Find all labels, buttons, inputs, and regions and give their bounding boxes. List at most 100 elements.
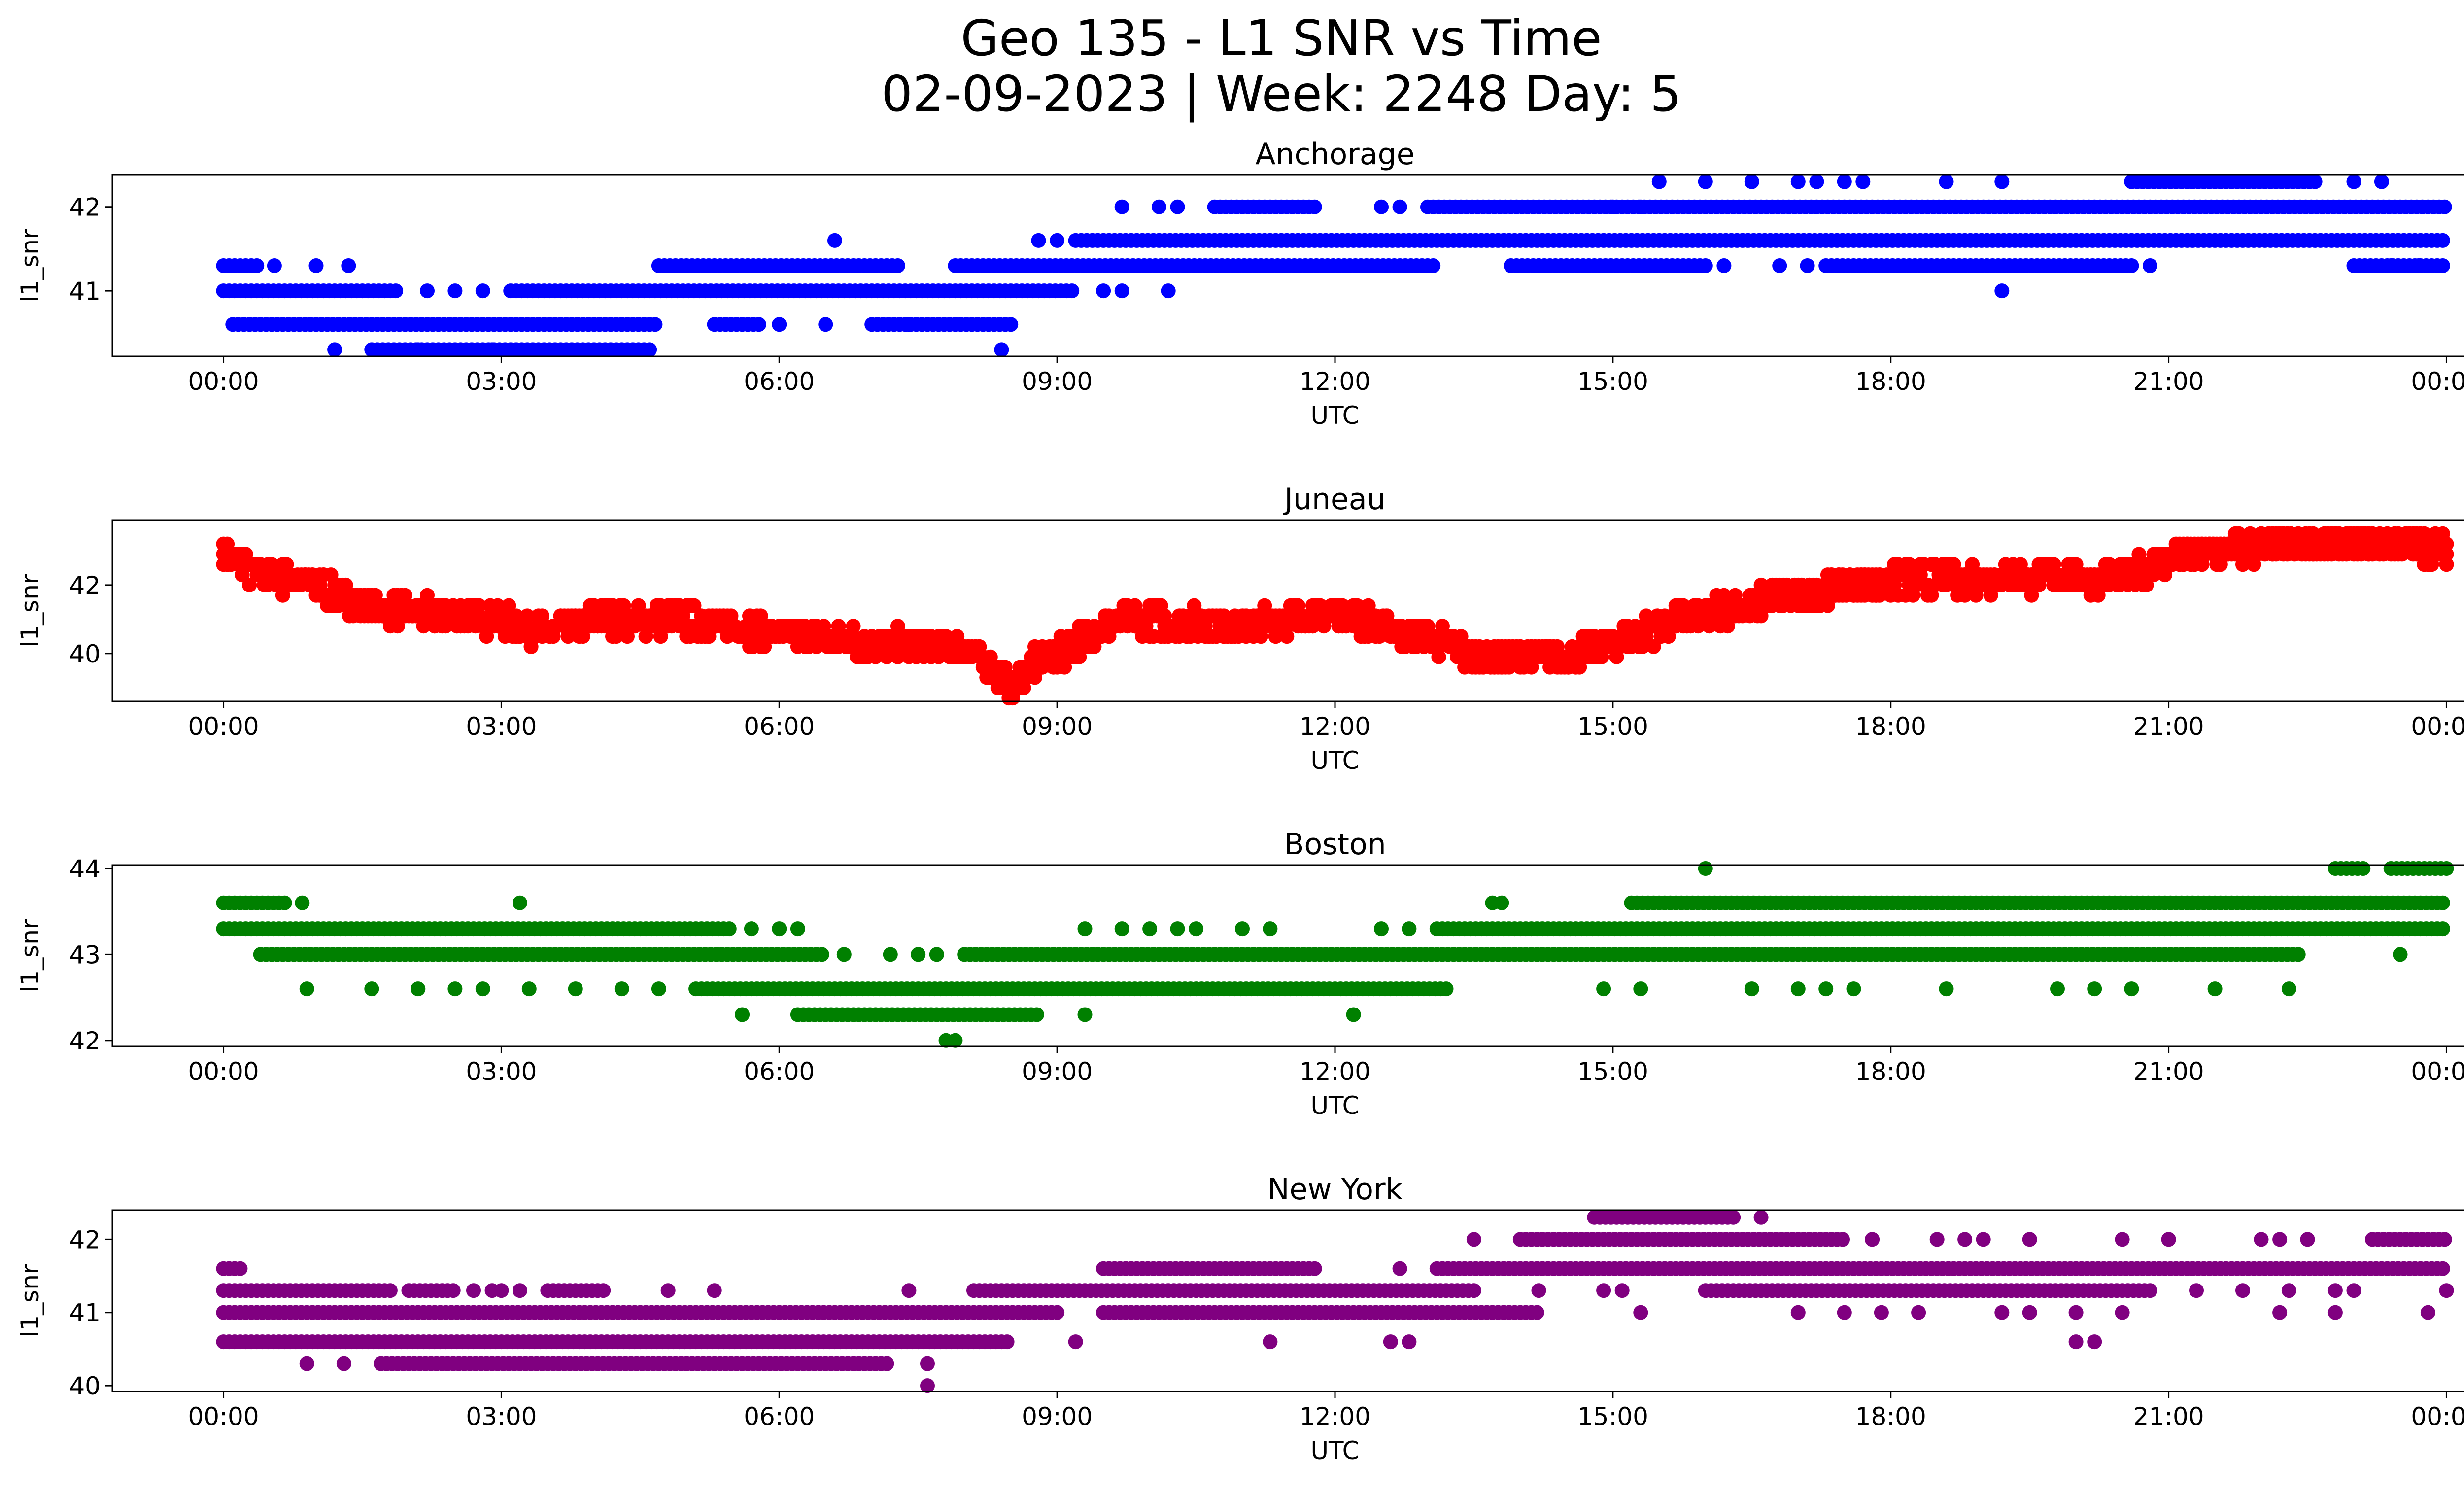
data-point: [879, 1356, 894, 1371]
data-point: [827, 233, 842, 248]
data-point: [475, 981, 490, 997]
data-point: [445, 1283, 461, 1298]
data-point: [2435, 233, 2450, 248]
y-axis-label: l1_snr: [16, 919, 44, 992]
data-point: [2439, 1283, 2454, 1298]
x-tick-label: 00:00: [188, 367, 259, 396]
x-tick-label: 00:00: [2411, 367, 2464, 396]
data-point: [1809, 174, 1824, 189]
data-point: [1744, 174, 1759, 189]
y-tick-label: 41: [69, 277, 101, 306]
data-point: [1374, 199, 1389, 214]
data-point: [2435, 895, 2450, 910]
data-point: [1846, 981, 1861, 997]
x-tick-label: 03:00: [466, 1057, 537, 1086]
data-point: [1307, 1261, 1322, 1276]
data-point: [341, 258, 356, 273]
data-point: [735, 1007, 750, 1022]
data-point: [651, 981, 666, 997]
x-tick-label: 21:00: [2133, 1057, 2204, 1086]
x-tick-label: 09:00: [1022, 1057, 1093, 1086]
data-point: [2087, 1334, 2102, 1350]
data-point: [2327, 1283, 2343, 1298]
data-point: [2327, 1305, 2343, 1320]
data-point: [568, 981, 583, 997]
data-point: [513, 1283, 527, 1298]
data-point: [790, 921, 805, 937]
data-point: [2189, 1283, 2204, 1298]
data-point: [2115, 1305, 2130, 1320]
data-point: [707, 1283, 722, 1298]
data-point: [2420, 1305, 2435, 1320]
data-point: [2439, 536, 2454, 552]
data-point: [390, 619, 405, 634]
data-point: [1426, 258, 1441, 273]
data-point: [1374, 921, 1389, 937]
y-axis-label: l1_snr: [16, 229, 44, 302]
data-point: [277, 895, 292, 910]
data-point: [1114, 283, 1129, 299]
y-tick-label: 44: [69, 855, 101, 883]
y-axis-label: l1_snr: [16, 574, 44, 647]
x-axis-label: UTC: [1310, 1091, 1359, 1120]
data-point: [242, 577, 257, 592]
data-point: [1114, 199, 1129, 214]
data-point: [1911, 1305, 1926, 1320]
x-tick-label: 15:00: [1577, 1057, 1648, 1086]
data-point: [466, 1283, 481, 1298]
data-point: [388, 283, 404, 299]
data-point: [1646, 639, 1661, 654]
data-point: [1402, 921, 1417, 937]
data-point: [1263, 921, 1278, 937]
data-point: [2435, 921, 2450, 937]
data-point: [1772, 258, 1787, 273]
data-point: [1068, 1334, 1083, 1350]
data-point: [920, 1378, 935, 1393]
data-point: [2393, 947, 2408, 962]
x-tick-label: 12:00: [1300, 712, 1370, 741]
data-point: [2281, 981, 2296, 997]
x-tick-label: 15:00: [1577, 367, 1648, 396]
data-point: [1187, 598, 1202, 613]
data-point: [686, 598, 702, 613]
y-tick-label: 42: [69, 1027, 101, 1055]
data-point: [249, 258, 265, 273]
data-point: [1077, 921, 1093, 937]
data-point: [420, 283, 435, 299]
data-point: [2435, 1261, 2450, 1276]
data-point: [2424, 557, 2439, 572]
data-point: [999, 1334, 1015, 1350]
data-point: [1072, 649, 1087, 664]
data-point: [614, 981, 629, 997]
data-point: [2439, 557, 2454, 572]
data-point: [1531, 258, 1546, 273]
x-tick-label: 21:00: [2133, 712, 2204, 741]
chart-title-line2: 02-09-2023 | Week: 2248 Day: 5: [881, 65, 1681, 123]
data-point: [929, 947, 944, 962]
data-point: [299, 1356, 314, 1371]
x-tick-label: 18:00: [1855, 712, 1926, 741]
x-tick-label: 09:00: [1022, 367, 1093, 396]
data-point: [364, 981, 379, 997]
data-point: [299, 981, 314, 997]
data-point: [1994, 1305, 2010, 1320]
data-point: [1651, 174, 1667, 189]
data-point: [879, 649, 894, 664]
data-point: [1605, 199, 1620, 214]
data-point: [1698, 258, 1713, 273]
data-point: [327, 342, 342, 357]
data-point: [1596, 1283, 1611, 1298]
data-point: [901, 1283, 917, 1298]
data-point: [1392, 199, 1407, 214]
data-point: [1633, 1305, 1648, 1320]
data-point: [1114, 921, 1129, 937]
data-point: [1096, 283, 1111, 299]
y-tick-label: 42: [69, 571, 101, 600]
data-point: [1383, 1334, 1398, 1350]
data-point: [2068, 1334, 2084, 1350]
data-point: [846, 619, 861, 634]
data-point: [1837, 174, 1852, 189]
